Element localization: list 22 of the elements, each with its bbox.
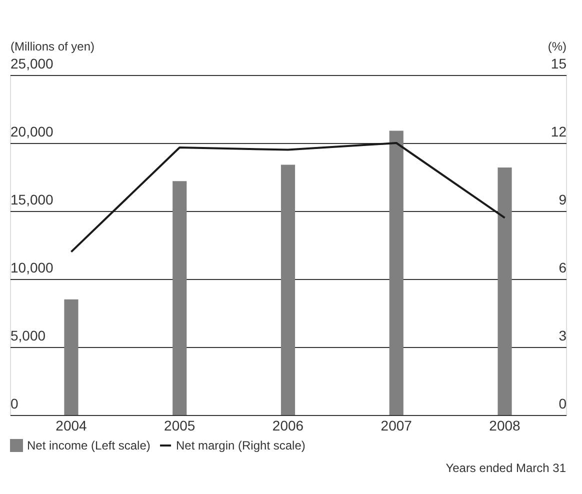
x-tick-label: 2007	[380, 418, 412, 434]
y2-tick-label: 9	[558, 192, 567, 208]
legend-label: Net income (Left scale)	[27, 438, 150, 452]
text: Years ended March 31	[446, 461, 566, 475]
y-tick-label: 5,000	[10, 328, 46, 344]
y-axis-title: (Millions of yen)	[10, 40, 95, 54]
y-tick-label: 0	[10, 396, 18, 412]
y2-tick-label: 6	[558, 260, 567, 276]
y2-tick-label: 0	[558, 396, 567, 412]
y2-tick-label: 15	[550, 56, 567, 72]
x-tick-label: 2008	[489, 418, 521, 434]
y2-axis-title: (%)	[548, 40, 566, 54]
y2-tick-label: 12	[550, 124, 567, 140]
y-tick-label: 10,000	[10, 260, 54, 276]
y-tick-label: 15,000	[10, 192, 54, 208]
x-tick-label: 2005	[164, 418, 196, 434]
x-tick-label: 2006	[272, 418, 304, 434]
y-tick-label: 25,000	[10, 56, 54, 72]
x-tick-label: 2004	[56, 418, 88, 434]
y2-tick-label: 3	[558, 328, 567, 344]
y-tick-label: 20,000	[10, 124, 54, 140]
legend-label: Net margin (Right scale)	[176, 438, 306, 452]
